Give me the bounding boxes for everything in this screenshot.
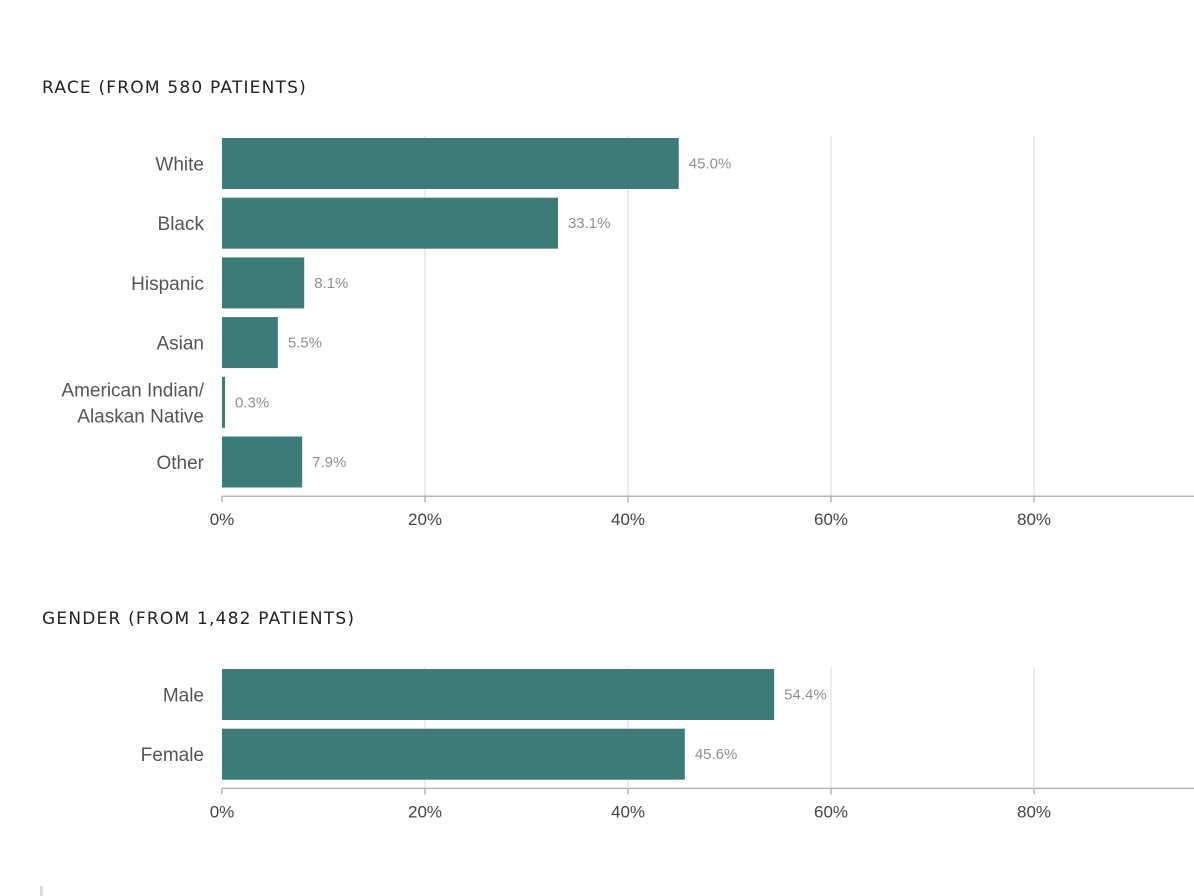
x-tick-label: 80%: [1017, 802, 1051, 821]
bar-3[interactable]: [222, 317, 278, 369]
race-chart-title: RACE (FROM 580 PATIENTS): [42, 78, 307, 98]
x-tick-label: 60%: [814, 802, 848, 821]
value-label: 33.1%: [568, 215, 611, 232]
category-label: Asian: [156, 334, 204, 355]
bar-5[interactable]: [222, 436, 303, 488]
bar-0[interactable]: [222, 138, 679, 189]
bar-2[interactable]: [222, 257, 305, 309]
category-label: Hispanic: [131, 274, 204, 295]
x-tick-label: 20%: [408, 510, 442, 529]
bar-4[interactable]: [222, 376, 226, 428]
x-tick-label: 80%: [1017, 510, 1051, 529]
category-label: Male: [163, 686, 204, 707]
x-tick-label: 20%: [408, 802, 442, 821]
category-label: Female: [141, 745, 204, 766]
bar-1[interactable]: [222, 197, 558, 249]
value-label: 7.9%: [312, 454, 346, 471]
race-chart-plot: White 45.0% Black 33.1% Hispanic 8.1% Asian 5.5…: [61, 136, 1194, 529]
x-tick-label: 60%: [814, 510, 848, 529]
value-label: 0.3%: [235, 394, 269, 411]
x-tick-label: 40%: [611, 510, 645, 529]
value-label: 45.6%: [695, 746, 738, 763]
value-label: 8.1%: [314, 275, 348, 292]
category-label: Other: [156, 453, 204, 474]
bar-0[interactable]: [222, 669, 775, 720]
gender-chart-plot: Male 54.4% Female 45.6% 0% 20% 40% 60% 80%: [141, 667, 1194, 821]
category-label: Black: [158, 214, 205, 235]
category-label: White: [155, 155, 204, 176]
bar-1[interactable]: [222, 728, 685, 780]
category-label: American Indian/Alaskan Native: [61, 380, 204, 427]
x-tick-label: 0%: [210, 510, 235, 529]
value-label: 5.5%: [288, 335, 322, 352]
gender-chart-title: GENDER (FROM 1,482 PATIENTS): [42, 609, 356, 629]
x-tick-label: 40%: [611, 802, 645, 821]
value-label: 45.0%: [689, 156, 732, 173]
value-label: 54.4%: [784, 687, 827, 704]
footer-divider: [40, 886, 43, 896]
x-tick-label: 0%: [210, 802, 235, 821]
